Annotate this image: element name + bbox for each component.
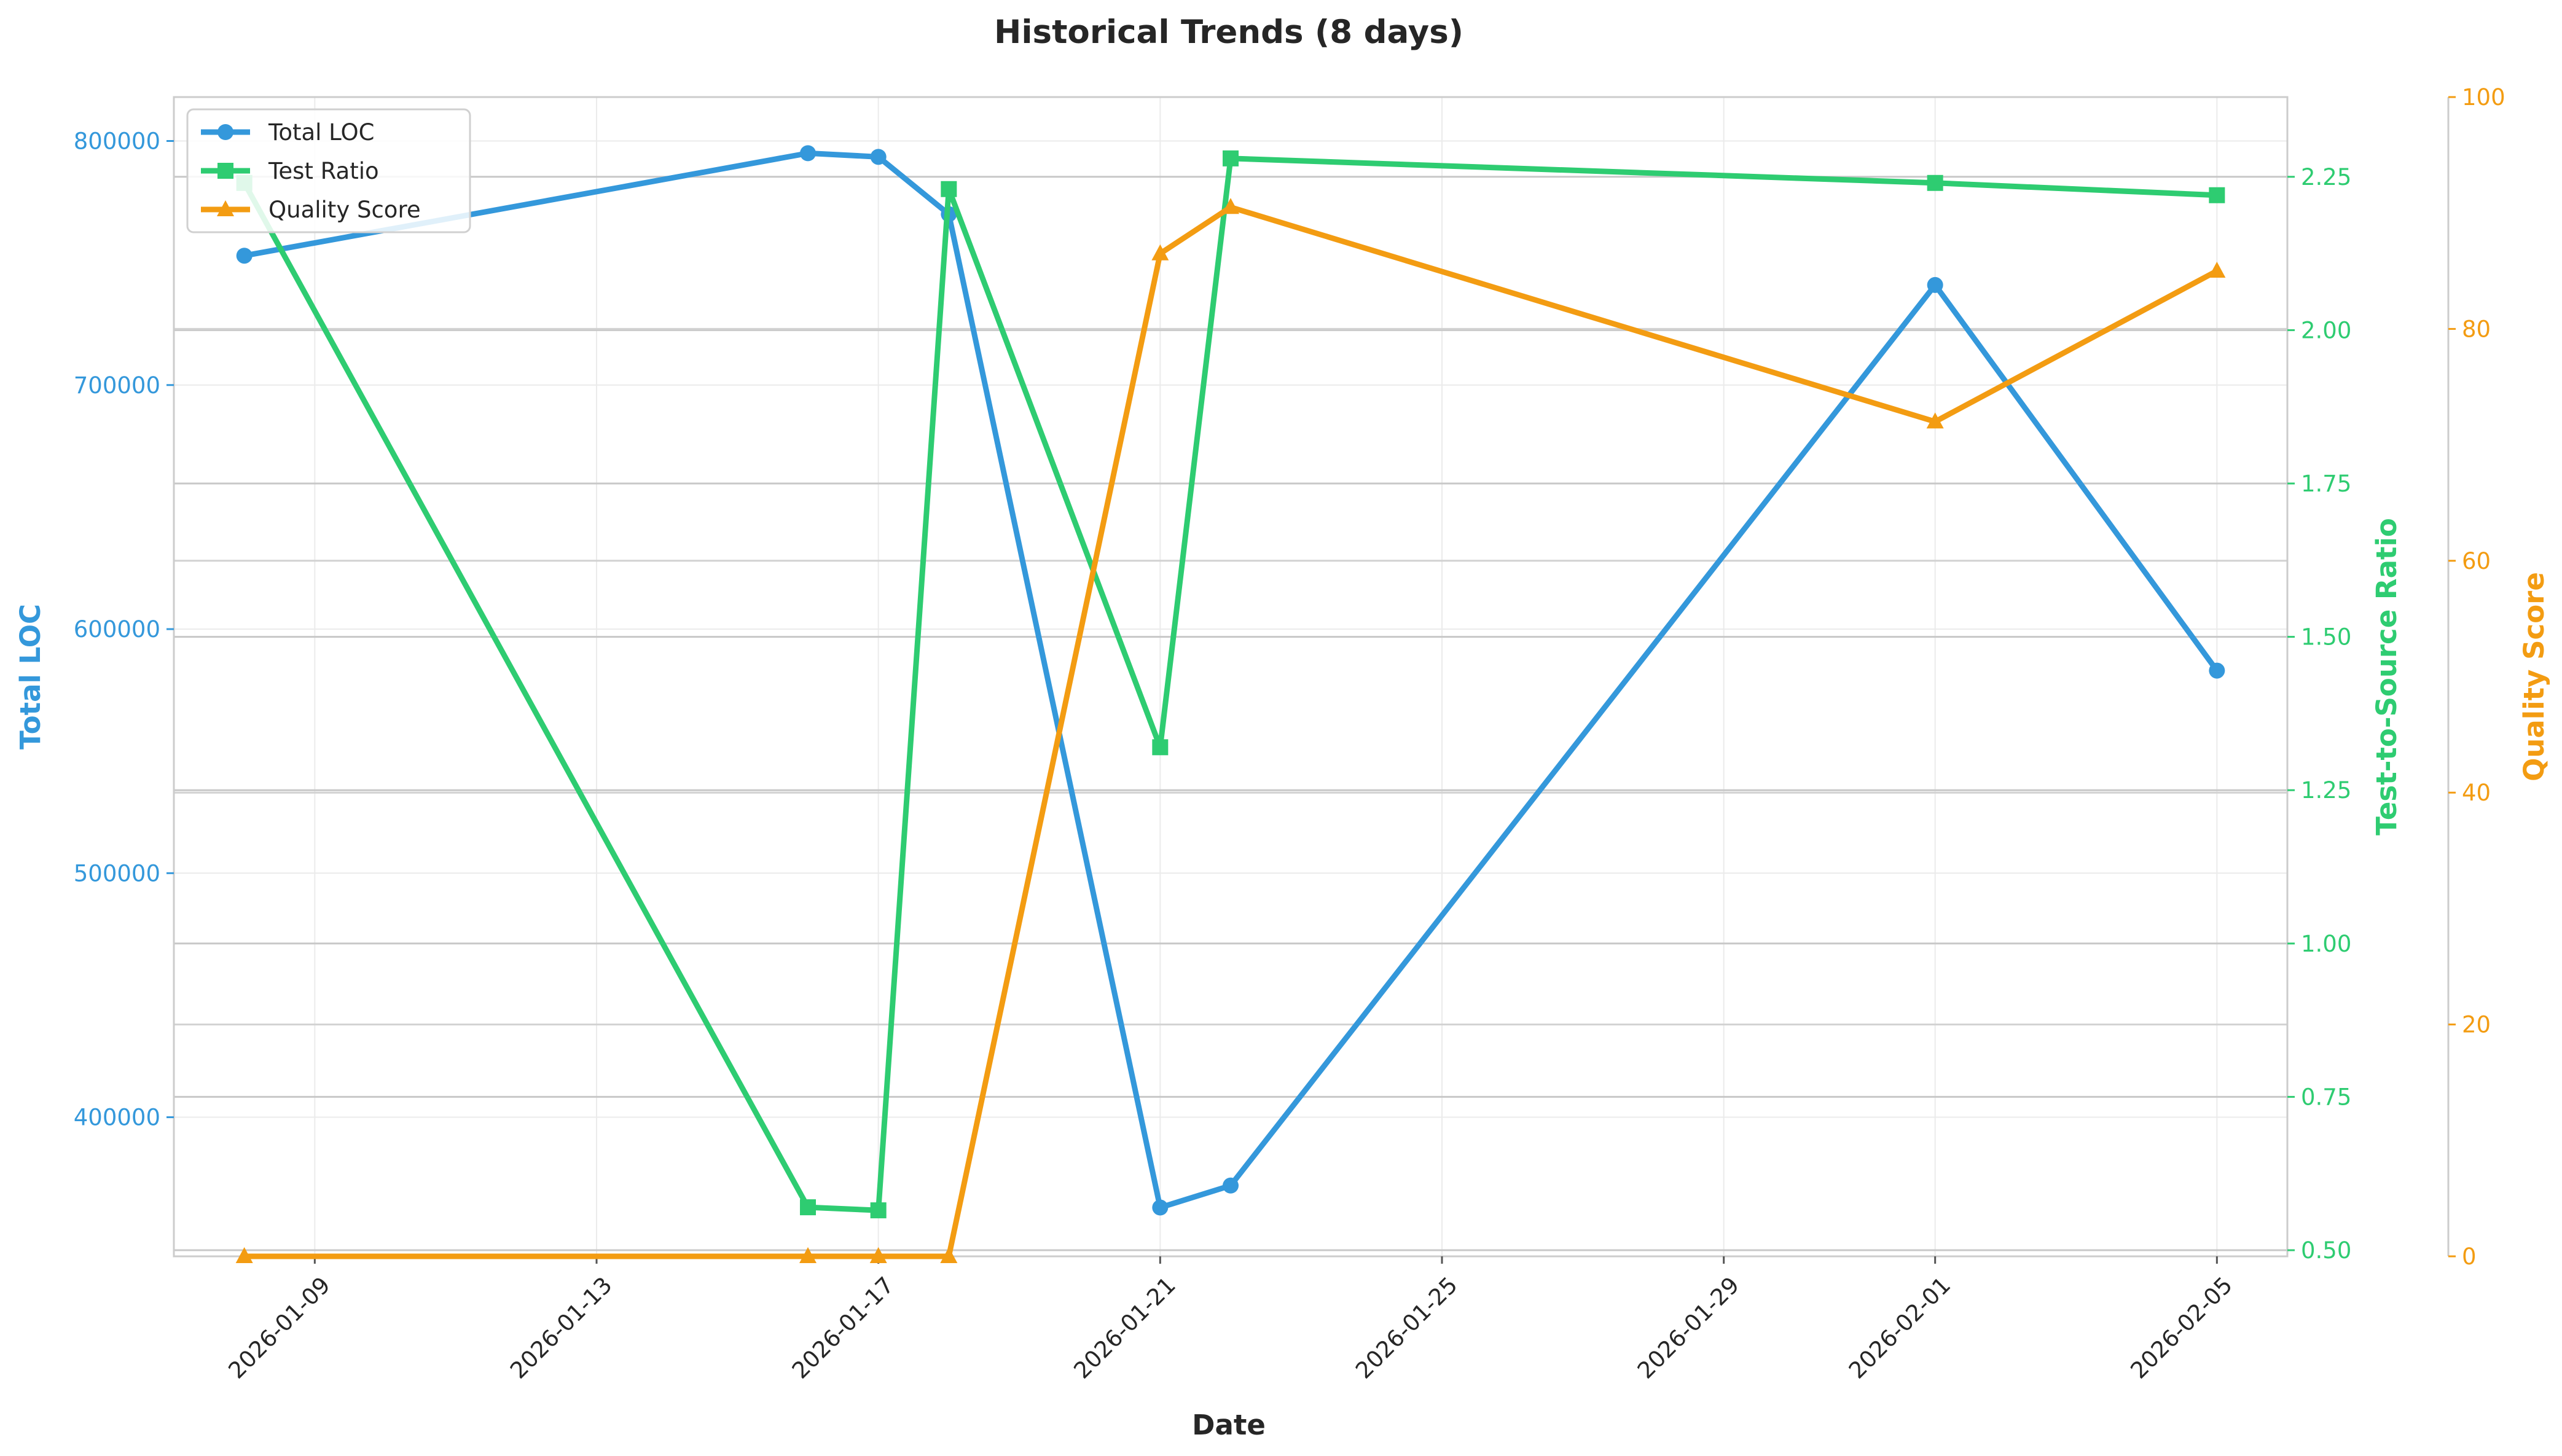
test-ratio-point — [1927, 174, 1943, 191]
test-ratio-point — [870, 1202, 887, 1219]
quality-axis-label: Quality Score — [2518, 572, 2550, 781]
quality-score-point — [1151, 244, 1169, 260]
quality-tick-label: 60 — [2462, 548, 2491, 574]
quality-score-point — [869, 1247, 887, 1263]
right-tick-label: 0.50 — [2301, 1237, 2351, 1264]
quality-score-line — [241, 204, 2220, 1259]
test-ratio-point — [1152, 739, 1169, 756]
legend-marker-quality-score — [217, 200, 234, 216]
left-tick-label: 700000 — [74, 372, 160, 399]
x-axis-label: Date — [1192, 1409, 1266, 1441]
total-loc-point — [1152, 1199, 1169, 1216]
legend-box — [186, 108, 471, 233]
test-ratio-point — [1223, 150, 1239, 166]
left-tick-label: 400000 — [74, 1105, 160, 1131]
left-tick-label: 600000 — [74, 616, 160, 643]
total-loc-line — [241, 150, 2220, 1211]
left-tick-label: 500000 — [74, 860, 160, 887]
left-axis-label: Total LOC — [14, 604, 47, 750]
plot-frame — [173, 96, 2289, 1258]
right-tick-label: 2.00 — [2301, 317, 2351, 343]
legend-marker-test-ratio — [217, 163, 233, 179]
right-tick-label: 1.00 — [2301, 931, 2351, 957]
right-tick-label: 1.75 — [2301, 471, 2351, 497]
quality-score-point — [2208, 262, 2226, 278]
total-loc-point — [1223, 1177, 1239, 1194]
total-loc-point — [1927, 276, 1943, 293]
test-ratio-point — [800, 1199, 816, 1216]
quality-score-point — [1222, 198, 1239, 214]
legend-label-quality-score: Quality Score — [268, 197, 421, 223]
right-tick-label: 0.75 — [2301, 1084, 2351, 1110]
quality-score-point — [940, 1247, 958, 1263]
legend-label-total-loc: Total LOC — [268, 119, 374, 146]
right-tick-label: 2.25 — [2301, 164, 2351, 190]
test-ratio-line — [241, 155, 2220, 1213]
total-loc-point — [236, 248, 253, 264]
test-ratio-point — [941, 181, 957, 197]
quality-tick-label: 100 — [2462, 84, 2505, 111]
legend-marker-total-loc — [217, 124, 233, 140]
quality-tick-label: 20 — [2462, 1012, 2491, 1038]
test-ratio-point — [2209, 187, 2225, 203]
legend: Total LOC Test Ratio Quality Score — [186, 108, 471, 233]
right-axis-label: Test-to-Source Ratio — [2370, 518, 2403, 836]
quality-score-point — [235, 1247, 253, 1263]
quality-tick-label: 40 — [2462, 780, 2491, 806]
left-tick-label: 800000 — [74, 128, 160, 155]
total-loc-point — [2209, 662, 2225, 679]
right-tick-label: 1.25 — [2301, 777, 2351, 804]
right-tick-label: 1.50 — [2301, 624, 2351, 651]
legend-label-test-ratio: Test Ratio — [268, 158, 379, 184]
total-loc-point — [800, 145, 816, 162]
quality-tick-label: 0 — [2462, 1243, 2477, 1270]
quality-tick-label: 80 — [2462, 316, 2491, 342]
chart-title: Historical Trends (8 days) — [994, 14, 1463, 51]
quality-score-point — [1926, 412, 1944, 429]
quality-score-point — [799, 1247, 817, 1263]
total-loc-point — [870, 149, 887, 165]
